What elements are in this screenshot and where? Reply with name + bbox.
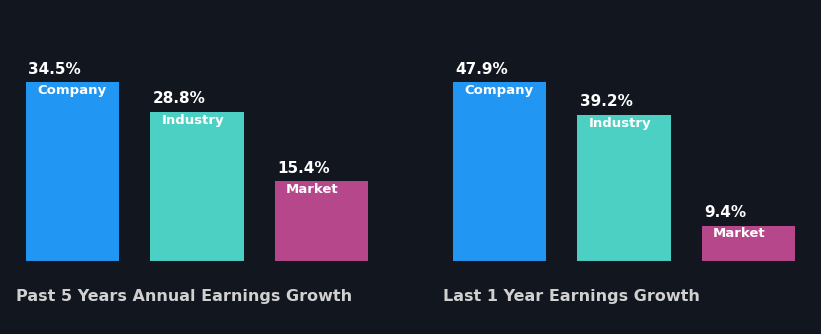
Bar	[702, 225, 796, 261]
Text: 34.5%: 34.5%	[28, 62, 81, 77]
Text: Last 1 Year Earnings Growth: Last 1 Year Earnings Growth	[443, 289, 700, 304]
Text: 28.8%: 28.8%	[153, 92, 206, 107]
Text: Industry: Industry	[162, 114, 224, 127]
Text: Company: Company	[464, 84, 533, 97]
Text: 39.2%: 39.2%	[580, 95, 633, 110]
Bar	[275, 181, 369, 261]
Text: Industry: Industry	[589, 117, 651, 130]
Bar	[25, 82, 119, 261]
Text: Past 5 Years Annual Earnings Growth: Past 5 Years Annual Earnings Growth	[16, 289, 352, 304]
Bar	[452, 82, 546, 261]
Bar	[150, 112, 244, 261]
Text: 47.9%: 47.9%	[455, 62, 508, 77]
Text: Market: Market	[286, 183, 339, 196]
Bar	[577, 115, 671, 261]
Text: 9.4%: 9.4%	[704, 205, 746, 220]
Text: 15.4%: 15.4%	[277, 161, 330, 176]
Text: Company: Company	[37, 84, 106, 97]
Text: Market: Market	[713, 227, 766, 240]
